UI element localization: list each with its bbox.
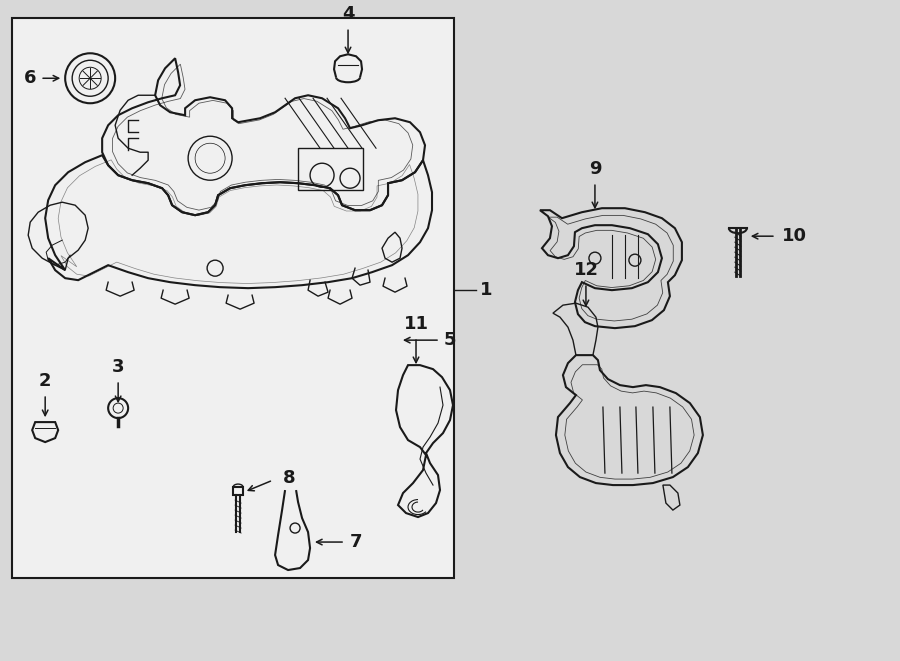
Text: 6: 6 xyxy=(23,69,36,87)
Text: 3: 3 xyxy=(112,358,124,376)
Text: 5: 5 xyxy=(444,331,456,349)
Text: 7: 7 xyxy=(350,533,363,551)
Text: 1: 1 xyxy=(480,281,492,299)
Text: 2: 2 xyxy=(39,372,51,390)
Text: 11: 11 xyxy=(403,315,428,333)
Text: 9: 9 xyxy=(589,160,601,178)
Bar xyxy=(13,19,454,578)
Text: 8: 8 xyxy=(284,469,296,487)
Text: 10: 10 xyxy=(782,227,807,245)
Bar xyxy=(233,487,243,495)
Text: 12: 12 xyxy=(573,261,598,279)
Text: 4: 4 xyxy=(342,5,355,23)
Bar xyxy=(298,148,363,190)
